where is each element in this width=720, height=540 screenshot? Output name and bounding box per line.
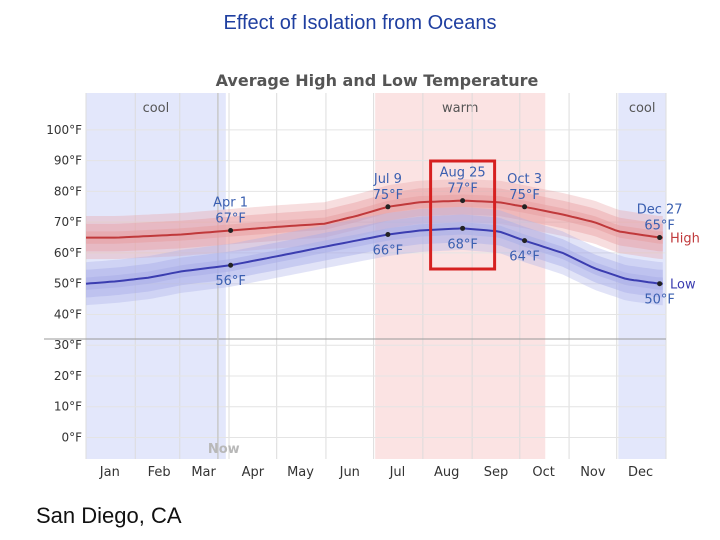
x-tick-label: Nov [580, 465, 606, 480]
annotation-date: Oct 3 [507, 172, 542, 187]
x-tick-label: Feb [148, 465, 171, 480]
now-label: Now [208, 442, 240, 457]
x-tick-label: May [287, 465, 314, 480]
y-tick-label: 90°F [54, 154, 82, 168]
series-band-low [86, 206, 663, 306]
season-label-warm: warm [442, 101, 478, 116]
low-point-marker [657, 281, 663, 287]
x-tick-label: Jan [99, 465, 120, 480]
high-point-marker [522, 204, 528, 210]
high-point-marker [228, 227, 234, 233]
low-point-marker [385, 231, 391, 237]
x-tick-label: Aug [434, 465, 459, 480]
x-tick-label: Jun [339, 465, 360, 480]
annotation-high: 75°F [373, 188, 404, 203]
slide-title: Effect of Isolation from Oceans [223, 12, 497, 34]
location-caption: San Diego, CA [36, 503, 182, 528]
y-tick-label: 70°F [54, 215, 82, 229]
annotation-high: 75°F [509, 188, 540, 203]
x-tick-label: Apr [242, 465, 265, 480]
annotation-date: Aug 25 [440, 166, 486, 181]
x-tick-label: Oct [532, 465, 554, 480]
high-point-marker [657, 235, 663, 241]
y-tick-label: 10°F [54, 400, 82, 414]
y-tick-label: 80°F [54, 184, 82, 198]
series-band-high [86, 179, 663, 260]
annotation-high: 67°F [215, 211, 246, 226]
x-tick-label: Mar [191, 465, 216, 480]
annotation-high: 77°F [447, 182, 478, 197]
low-point-marker [228, 262, 234, 268]
y-tick-label: 40°F [54, 307, 82, 321]
season-band-warm [375, 93, 546, 459]
series-label-high: High [670, 232, 700, 247]
annotation-date: Dec 27 [637, 203, 683, 218]
annotation-low: 56°F [215, 274, 246, 289]
y-tick-label: 60°F [54, 246, 82, 260]
annotation-low: 64°F [509, 250, 540, 265]
y-tick-label: 20°F [54, 369, 82, 383]
x-tick-label: Sep [484, 465, 509, 480]
y-tick-label: 50°F [54, 277, 82, 291]
annotation-low: 50°F [644, 293, 675, 308]
season-label-cool: cool [629, 101, 656, 116]
chart-title: Average High and Low Temperature [216, 71, 539, 90]
annotation-high: 65°F [644, 219, 675, 234]
x-tick-label: Dec [628, 465, 653, 480]
highlight-box [429, 159, 497, 271]
season-label-cool: cool [143, 101, 170, 116]
series-label-low: Low [670, 278, 696, 293]
annotation-low: 68°F [447, 237, 478, 252]
annotation-date: Apr 1 [213, 195, 248, 210]
annotation-low: 66°F [373, 243, 404, 258]
x-tick-label: Jul [389, 465, 406, 480]
low-point-marker [522, 238, 528, 244]
y-tick-label: 0°F [61, 430, 82, 444]
high-point-marker [385, 204, 391, 210]
series-line-high [86, 199, 663, 239]
y-tick-label: 100°F [46, 123, 82, 137]
high-point-marker [460, 198, 466, 204]
y-tick-label: 30°F [54, 338, 82, 352]
series-line-low [85, 227, 663, 285]
low-point-marker [460, 225, 466, 231]
annotation-date: Jul 9 [373, 172, 402, 187]
